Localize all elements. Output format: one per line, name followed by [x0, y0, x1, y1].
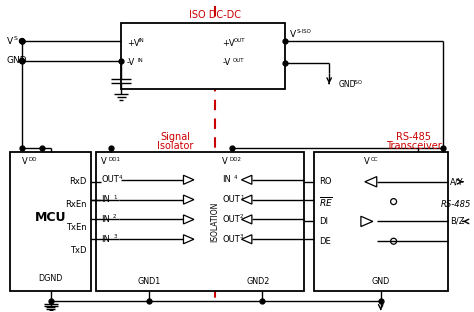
Bar — [121, 23, 284, 89]
Text: GND1: GND1 — [137, 277, 160, 286]
Text: 2: 2 — [240, 214, 244, 219]
Text: S: S — [14, 36, 18, 41]
Text: +V: +V — [222, 38, 235, 47]
Text: IN: IN — [139, 38, 145, 43]
Text: IN: IN — [101, 195, 110, 204]
Text: -V: -V — [127, 58, 135, 67]
Text: OUT: OUT — [222, 235, 240, 244]
Text: V: V — [22, 158, 27, 166]
Text: 3: 3 — [240, 234, 244, 239]
Text: MCU: MCU — [35, 211, 66, 224]
Text: DD2: DD2 — [229, 157, 241, 162]
Text: V: V — [222, 158, 228, 166]
Text: RxEn: RxEn — [65, 200, 86, 209]
Text: 3: 3 — [113, 234, 117, 239]
Text: OUT: OUT — [222, 195, 240, 204]
Text: Isolator: Isolator — [157, 141, 194, 151]
Text: ISO DC-DC: ISO DC-DC — [189, 10, 241, 20]
Text: OUT: OUT — [101, 175, 119, 184]
Text: $\overline{RE}$: $\overline{RE}$ — [319, 195, 333, 208]
Text: IN: IN — [101, 235, 110, 244]
Text: DD: DD — [29, 157, 37, 162]
Text: S-ISO: S-ISO — [296, 29, 311, 34]
Text: 1: 1 — [113, 195, 117, 200]
Text: TxEn: TxEn — [66, 223, 86, 232]
Text: 2: 2 — [113, 214, 117, 219]
Text: B/Z: B/Z — [450, 217, 465, 226]
Text: -V: -V — [222, 58, 230, 67]
Bar — [314, 152, 448, 291]
Text: V: V — [290, 30, 296, 39]
Text: DGND: DGND — [38, 274, 63, 283]
Text: IN: IN — [101, 215, 110, 224]
Text: RxD: RxD — [69, 177, 86, 186]
Text: GND: GND — [372, 277, 390, 286]
Text: OUT: OUT — [234, 38, 246, 43]
Text: 1: 1 — [240, 195, 244, 200]
Text: A/Y: A/Y — [450, 177, 464, 186]
Text: 4: 4 — [234, 175, 237, 180]
Text: RS-485: RS-485 — [440, 200, 471, 209]
Text: RS-485: RS-485 — [396, 132, 431, 142]
Text: ISO: ISO — [354, 80, 363, 85]
Text: V: V — [7, 37, 13, 46]
Text: GND: GND — [339, 80, 356, 89]
Text: 4: 4 — [119, 175, 123, 180]
Text: GND: GND — [6, 56, 27, 65]
Text: IN: IN — [222, 175, 231, 184]
Text: OUT: OUT — [222, 215, 240, 224]
Bar — [96, 152, 304, 291]
Text: ISOLATION: ISOLATION — [211, 201, 219, 241]
Text: +V: +V — [127, 38, 140, 47]
Text: V: V — [101, 158, 107, 166]
Bar — [10, 152, 91, 291]
Text: DD1: DD1 — [108, 157, 120, 162]
Text: V: V — [364, 158, 370, 166]
Text: TxD: TxD — [70, 246, 86, 255]
Text: RO: RO — [319, 177, 332, 186]
Text: OUT: OUT — [233, 58, 245, 63]
Text: Signal: Signal — [161, 132, 191, 142]
Text: Transceiver: Transceiver — [385, 141, 441, 151]
Text: GND2: GND2 — [246, 277, 270, 286]
Text: DI: DI — [319, 217, 328, 226]
Text: IN: IN — [138, 58, 144, 63]
Text: CC: CC — [371, 157, 378, 162]
Text: DE: DE — [319, 237, 331, 246]
